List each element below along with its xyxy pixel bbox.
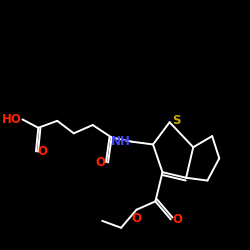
Text: S: S xyxy=(172,114,180,127)
Text: O: O xyxy=(96,156,106,169)
Text: O: O xyxy=(132,212,141,226)
Text: HO: HO xyxy=(2,113,21,126)
Text: NH: NH xyxy=(111,135,130,148)
Text: O: O xyxy=(173,213,183,226)
Text: O: O xyxy=(38,145,48,158)
